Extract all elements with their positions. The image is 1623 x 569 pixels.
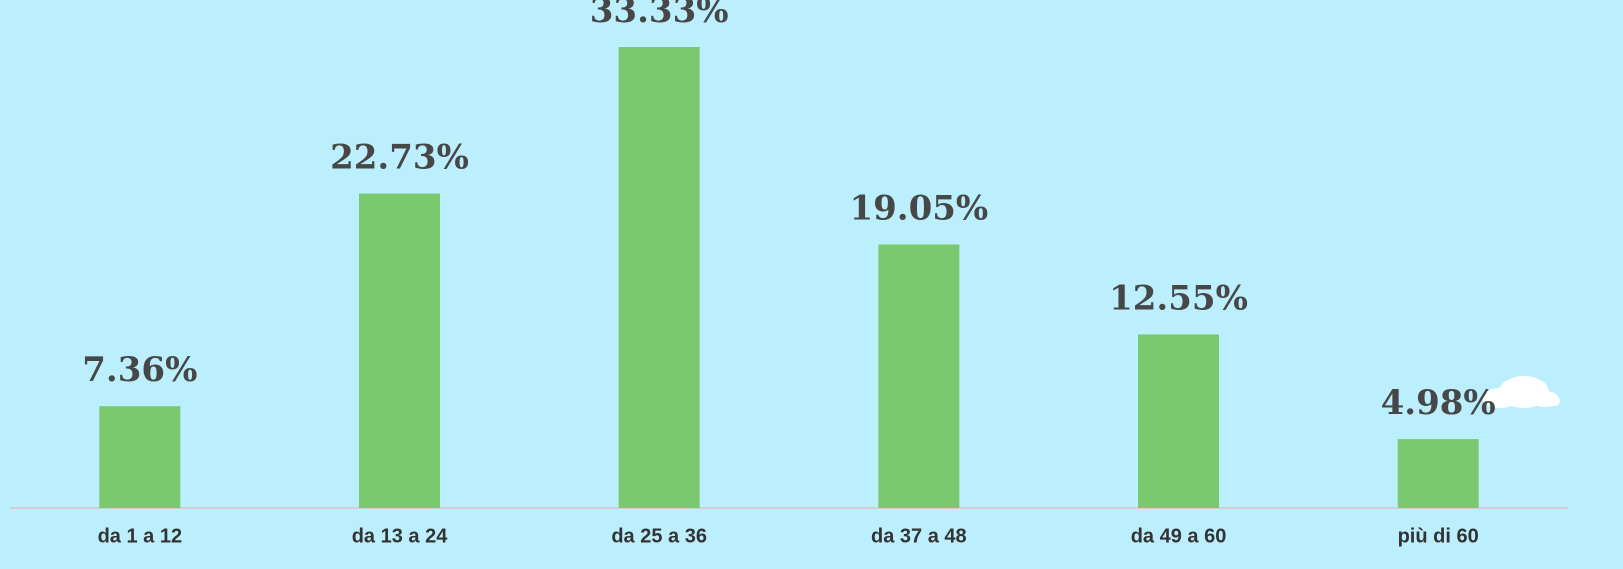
value-label: 33.33% xyxy=(590,0,729,31)
bar xyxy=(359,193,440,508)
value-label: 12.55% xyxy=(1109,278,1248,318)
x-tick-label: più di 60 xyxy=(1398,525,1479,547)
bar xyxy=(878,244,960,508)
bar xyxy=(618,47,700,508)
x-tick-label: da 37 a 48 xyxy=(871,525,967,547)
value-label: 22.73% xyxy=(330,138,469,178)
x-tick-label: da 25 a 36 xyxy=(611,525,707,547)
cloud xyxy=(1482,376,1560,408)
x-tick-label: da 13 a 24 xyxy=(352,525,449,547)
value-label: 7.36% xyxy=(82,350,197,390)
x-tick-label: da 1 a 12 xyxy=(98,525,183,547)
x-tick-label: da 49 a 60 xyxy=(1131,525,1227,547)
bar xyxy=(1397,439,1479,508)
value-label: 4.98% xyxy=(1381,383,1496,423)
bar xyxy=(99,406,181,508)
value-label: 19.05% xyxy=(849,189,988,229)
bar xyxy=(1138,334,1219,508)
